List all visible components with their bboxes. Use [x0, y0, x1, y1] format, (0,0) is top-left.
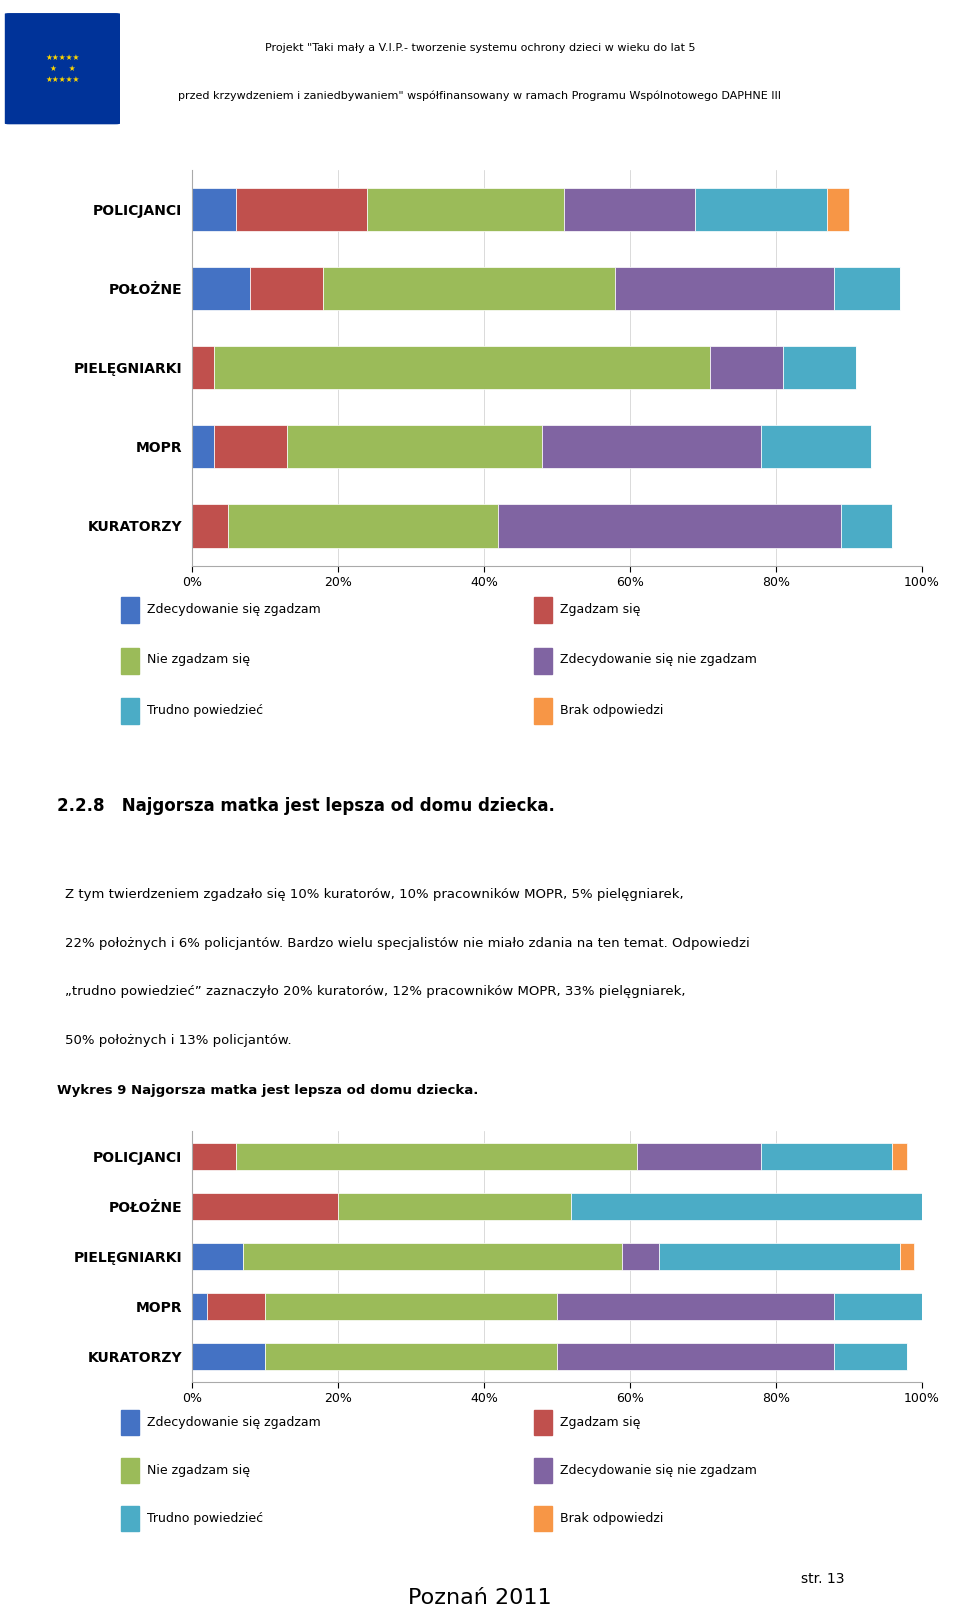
Bar: [622, 1243, 659, 1270]
Bar: [893, 1143, 907, 1170]
Bar: [206, 1293, 265, 1320]
Bar: [534, 648, 552, 674]
Text: Poznań 2011: Poznań 2011: [408, 1589, 552, 1608]
Bar: [542, 425, 761, 469]
Bar: [659, 1243, 900, 1270]
Bar: [783, 346, 856, 389]
Bar: [192, 1343, 265, 1370]
Text: Brak odpowiedzi: Brak odpowiedzi: [560, 705, 663, 718]
Text: str. 13: str. 13: [802, 1572, 845, 1585]
Bar: [841, 504, 893, 548]
Bar: [338, 1193, 571, 1220]
Bar: [900, 1243, 914, 1270]
Bar: [834, 1343, 907, 1370]
Bar: [121, 1458, 139, 1483]
Bar: [192, 187, 236, 231]
Bar: [192, 504, 228, 548]
Bar: [761, 1143, 893, 1170]
Bar: [557, 1343, 834, 1370]
Bar: [192, 1243, 243, 1270]
Bar: [228, 504, 498, 548]
Text: 50% położnych i 13% policjantów.: 50% położnych i 13% policjantów.: [65, 1034, 292, 1047]
Bar: [324, 267, 615, 310]
Text: Brak odpowiedzi: Brak odpowiedzi: [560, 1511, 663, 1524]
Bar: [121, 1411, 139, 1435]
Bar: [710, 346, 783, 389]
Text: Wykres 9 Najgorsza matka jest lepsza od domu dziecka.: Wykres 9 Najgorsza matka jest lepsza od …: [57, 1084, 478, 1097]
Bar: [243, 1243, 622, 1270]
Bar: [251, 267, 324, 310]
Text: Zgadzam się: Zgadzam się: [560, 1416, 640, 1429]
Bar: [834, 267, 900, 310]
Bar: [265, 1343, 557, 1370]
Text: Zgadzam się: Zgadzam się: [560, 603, 640, 616]
Bar: [192, 267, 251, 310]
Bar: [121, 596, 139, 624]
Bar: [695, 187, 827, 231]
Bar: [192, 1193, 338, 1220]
Text: Zdecydowanie się zgadzam: Zdecydowanie się zgadzam: [147, 603, 321, 616]
Text: przed krzywdzeniem i zaniedbywaniem" współfinansowany w ramach Programu Wspólnot: przed krzywdzeniem i zaniedbywaniem" wsp…: [179, 90, 781, 102]
Bar: [192, 425, 214, 469]
Bar: [121, 698, 139, 724]
Text: Zdecydowanie się nie zgadzam: Zdecydowanie się nie zgadzam: [560, 653, 756, 666]
Bar: [236, 187, 367, 231]
Text: Zdecydowanie się zgadzam: Zdecydowanie się zgadzam: [147, 1416, 321, 1429]
Bar: [534, 1506, 552, 1532]
Bar: [571, 1193, 922, 1220]
Bar: [615, 267, 834, 310]
Text: Z tym twierdzeniem zgadzało się 10% kuratorów, 10% pracowników MOPR, 5% pielęgni: Z tym twierdzeniem zgadzało się 10% kura…: [65, 889, 684, 902]
Text: Trudno powiedzieć: Trudno powiedzieć: [147, 1511, 263, 1524]
Bar: [236, 1143, 637, 1170]
Bar: [534, 1411, 552, 1435]
Text: 2.2.8   Najgorsza matka jest lepsza od domu dziecka.: 2.2.8 Najgorsza matka jest lepsza od dom…: [57, 797, 555, 816]
FancyBboxPatch shape: [5, 13, 120, 124]
Bar: [564, 187, 695, 231]
Bar: [367, 187, 564, 231]
Bar: [265, 1293, 557, 1320]
Bar: [214, 346, 710, 389]
Bar: [761, 425, 871, 469]
Bar: [534, 1458, 552, 1483]
Text: Trudno powiedzieć: Trudno powiedzieć: [147, 705, 263, 718]
Bar: [557, 1293, 834, 1320]
Bar: [534, 698, 552, 724]
Text: „trudno powiedzieć” zaznaczyło 20% kuratorów, 12% pracowników MOPR, 33% pielęgni: „trudno powiedzieć” zaznaczyło 20% kurat…: [65, 986, 685, 999]
Bar: [192, 1293, 206, 1320]
Bar: [214, 425, 287, 469]
Text: ★★★★★
★     ★
★★★★★: ★★★★★ ★ ★ ★★★★★: [45, 53, 80, 84]
Bar: [637, 1143, 761, 1170]
Bar: [121, 1506, 139, 1532]
Text: Projekt "Taki mały a V.I.P.- tworzenie systemu ochrony dzieci w wieku do lat 5: Projekt "Taki mały a V.I.P.- tworzenie s…: [265, 44, 695, 53]
Bar: [834, 1293, 922, 1320]
Bar: [192, 346, 214, 389]
Bar: [534, 596, 552, 624]
Text: Zdecydowanie się nie zgadzam: Zdecydowanie się nie zgadzam: [560, 1464, 756, 1477]
Bar: [287, 425, 542, 469]
Bar: [827, 187, 849, 231]
Text: 22% położnych i 6% policjantów. Bardzo wielu specjalistów nie miało zdania na te: 22% położnych i 6% policjantów. Bardzo w…: [65, 937, 750, 950]
Text: Nie zgadzam się: Nie zgadzam się: [147, 653, 251, 666]
Bar: [192, 1143, 236, 1170]
Bar: [498, 504, 841, 548]
Text: Nie zgadzam się: Nie zgadzam się: [147, 1464, 251, 1477]
Bar: [121, 648, 139, 674]
